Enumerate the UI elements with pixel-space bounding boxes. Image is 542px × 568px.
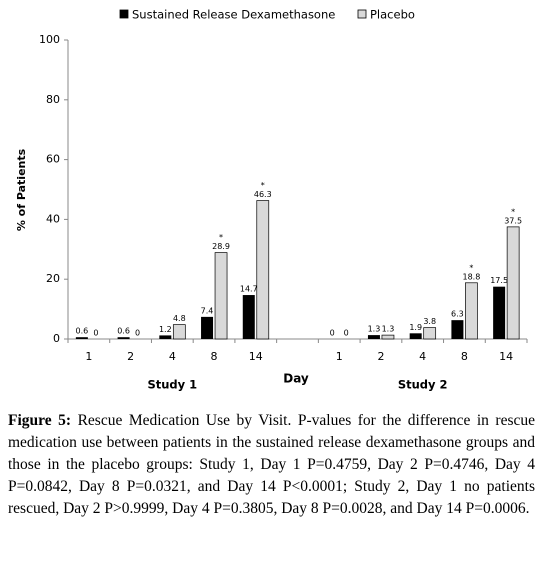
value-label: 18.8 [463,272,481,281]
x-tick-label: 8 [211,350,218,363]
value-label: 28.9 [212,242,230,251]
x-tick-label: 8 [461,350,468,363]
bar [172,324,186,340]
value-label: 0 [330,329,335,338]
bar [506,226,520,340]
value-label: 46.3 [254,190,272,199]
significance-marker: * [469,263,473,272]
bar [117,337,130,339]
bar [423,327,437,340]
legend-label: Placebo [370,8,415,22]
significance-marker: * [511,207,515,216]
x-tick-label: 2 [377,350,384,363]
y-tick-label: 100 [39,33,60,46]
bar [75,337,88,339]
value-label: 6.3 [451,310,464,319]
value-label: 7.4 [201,306,214,315]
bar [201,316,214,339]
y-tick-label: 40 [46,212,60,225]
y-tick-label: 80 [46,93,60,106]
value-label: 0 [93,329,98,338]
value-label: 0 [135,329,140,338]
legend-swatch [357,9,367,19]
y-axis-label: % of Patients [15,148,28,231]
value-label: 17.5 [490,276,508,285]
x-tick-label: 4 [419,350,426,363]
x-tick-label: 14 [499,350,513,363]
value-label: 37.5 [504,216,522,225]
bar [367,335,380,339]
value-label: 1.3 [368,325,381,334]
value-label: 1.2 [159,325,172,334]
value-label: 1.9 [409,323,422,332]
bar [465,282,478,340]
chart: % of Patients Day 020406080100Sustained … [15,8,528,392]
x-tick-label: 4 [169,350,176,363]
x-tick-label: 1 [336,350,343,363]
value-label: 1.3 [382,325,395,334]
bar [451,320,464,339]
y-tick-label: 60 [46,153,60,166]
x-axis-label: Day [283,372,309,386]
bar [381,334,395,340]
figure-caption: Figure 5: Rescue Medication Use by Visit… [8,410,535,520]
x-tick-label: 14 [249,350,263,363]
bar [214,252,228,340]
x-tick-label: 1 [85,350,92,363]
bar [242,295,255,339]
bar [256,200,270,340]
value-label: 0 [344,329,349,338]
y-tick-label: 0 [53,332,60,345]
value-label: 4.8 [173,314,186,323]
value-label: 3.8 [423,317,436,326]
significance-marker: * [219,233,223,242]
y-tick-label: 20 [46,272,60,285]
value-label: 0.6 [117,327,130,336]
bar [493,286,506,339]
value-label: 0.6 [75,327,88,336]
x-tick-label: 2 [127,350,134,363]
legend-swatch [119,9,129,19]
group-label: Study 2 [398,378,448,392]
value-label: 14.7 [240,285,258,294]
legend-label: Sustained Release Dexamethasone [132,8,335,22]
significance-marker: * [261,181,265,190]
group-label: Study 1 [147,378,197,392]
caption-label: Figure 5: [8,412,72,429]
caption-text: Rescue Medication Use by Visit. P-values… [8,412,535,517]
bar [409,333,422,339]
bar [159,335,172,339]
